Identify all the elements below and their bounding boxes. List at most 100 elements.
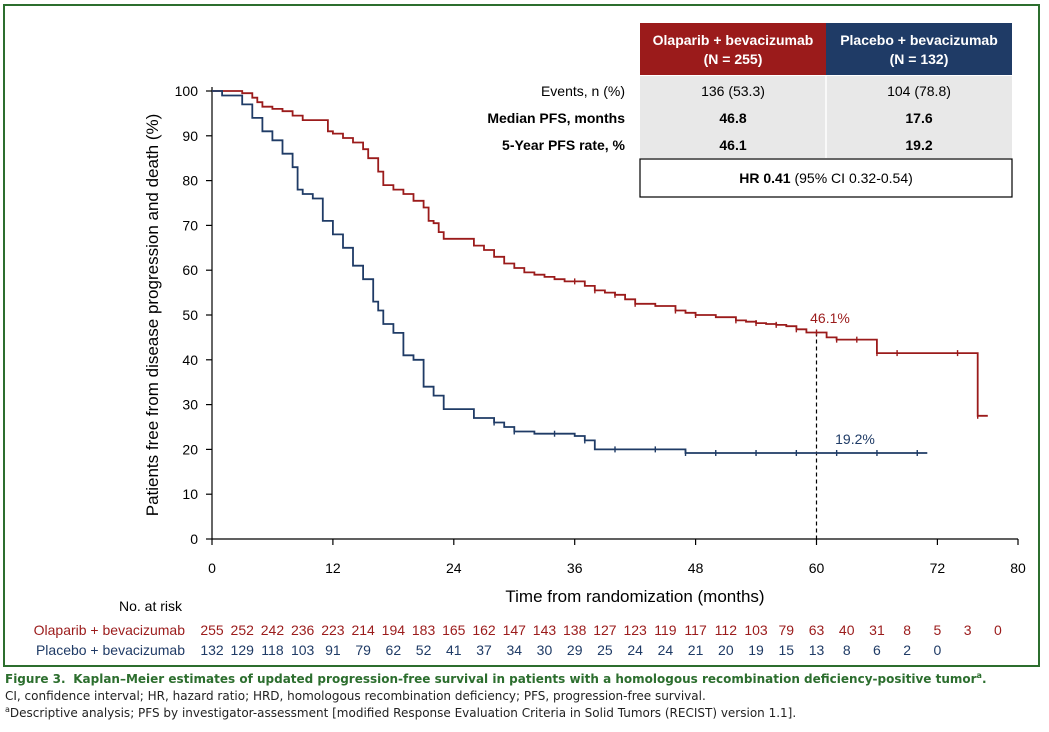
at-risk-count-olaparib: 143 — [533, 622, 557, 638]
table-cell-olaparib: 46.8 — [719, 110, 746, 126]
at-risk-count-olaparib: 103 — [744, 622, 768, 638]
at-risk-count-olaparib: 3 — [964, 622, 972, 638]
at-risk-count-olaparib: 214 — [351, 622, 375, 638]
at-risk-count-olaparib: 223 — [321, 622, 345, 638]
at-risk-count-olaparib: 242 — [261, 622, 285, 638]
at-risk-count-placebo: 37 — [476, 642, 492, 658]
olaparib-header-cell — [640, 23, 826, 75]
caption-footnote-text: Descriptive analysis; PFS by investigato… — [9, 706, 797, 720]
y-tick-label: 20 — [182, 441, 198, 457]
at-risk-count-placebo: 2 — [903, 642, 911, 658]
caption-title-sup: a — [976, 671, 982, 680]
at-risk-count-placebo: 15 — [778, 642, 794, 658]
y-tick-label: 80 — [182, 173, 198, 189]
x-tick-label: 60 — [809, 560, 825, 576]
caption-footnote-sup: a — [5, 705, 10, 714]
at-risk-count-olaparib: 138 — [563, 622, 587, 638]
at-risk-title: No. at risk — [119, 598, 183, 614]
at-risk-count-olaparib: 147 — [503, 622, 527, 638]
caption-figure-label: Figure 3. — [5, 672, 66, 686]
at-risk-count-olaparib: 5 — [934, 622, 942, 638]
figure-caption: Figure 3. Kaplan–Meier estimates of upda… — [5, 671, 1045, 722]
at-risk-count-olaparib: 252 — [231, 622, 255, 638]
at-risk-count-olaparib: 183 — [412, 622, 436, 638]
at-risk-count-placebo: 129 — [231, 642, 255, 658]
at-risk-count-olaparib: 63 — [809, 622, 825, 638]
at-risk-count-olaparib: 119 — [654, 622, 677, 638]
at-risk-count-placebo: 21 — [688, 642, 704, 658]
series-line-olaparib — [212, 90, 988, 417]
x-tick-label: 24 — [446, 560, 462, 576]
caption-footnote: aDescriptive analysis; PFS by investigat… — [5, 705, 1045, 722]
at-risk-label-olaparib: Olaparib + bevacizumab — [34, 622, 186, 638]
table-cell-placebo: 17.6 — [905, 110, 932, 126]
at-risk-count-placebo: 8 — [843, 642, 851, 658]
at-risk-count-placebo: 52 — [416, 642, 432, 658]
at-risk-count-olaparib: 236 — [291, 622, 315, 638]
at-risk-count-olaparib: 162 — [472, 622, 496, 638]
y-tick-label: 60 — [182, 262, 198, 278]
x-tick-label: 72 — [930, 560, 946, 576]
y-tick-label: 100 — [175, 83, 199, 99]
at-risk-count-placebo: 24 — [627, 642, 643, 658]
at-risk-count-olaparib: 79 — [778, 622, 794, 638]
at-risk-count-olaparib: 112 — [715, 622, 738, 638]
at-risk-count-olaparib: 255 — [200, 622, 224, 638]
table-row-label: Median PFS, months — [487, 110, 625, 126]
at-risk-count-olaparib: 117 — [684, 622, 707, 638]
at-risk-count-placebo: 13 — [809, 642, 825, 658]
hr-ci: (95% CI 0.32-0.54) — [791, 170, 913, 186]
table-row-label: 5-Year PFS rate, % — [502, 137, 626, 153]
x-tick-label: 0 — [208, 560, 216, 576]
hr-value: HR 0.41 — [739, 170, 791, 186]
at-risk-count-olaparib: 165 — [442, 622, 466, 638]
x-tick-label: 12 — [325, 560, 341, 576]
series-line-placebo — [212, 90, 928, 454]
placebo-60-label: 19.2% — [835, 431, 875, 447]
olaparib-60-label: 46.1% — [810, 310, 850, 326]
at-risk-count-placebo: 20 — [718, 642, 734, 658]
caption-abbreviations: CI, confidence interval; HR, hazard rati… — [5, 689, 706, 703]
table-row-label: Events, n (%) — [541, 83, 625, 99]
at-risk-label-placebo: Placebo + bevacizumab — [36, 642, 185, 658]
table-cell-placebo: 104 (78.8) — [887, 83, 951, 99]
table-cell-olaparib: 46.1 — [719, 137, 746, 153]
at-risk-count-olaparib: 194 — [382, 622, 406, 638]
at-risk-count-placebo: 6 — [873, 642, 881, 658]
y-tick-label: 30 — [182, 397, 198, 413]
at-risk-count-olaparib: 0 — [994, 622, 1002, 638]
at-risk-count-placebo: 19 — [748, 642, 764, 658]
table-header-line2: (N = 255) — [704, 51, 763, 67]
x-tick-label: 48 — [688, 560, 704, 576]
y-tick-label: 10 — [182, 486, 198, 502]
hr-text: HR 0.41 (95% CI 0.32-0.54) — [739, 170, 913, 186]
y-tick-label: 90 — [182, 128, 198, 144]
y-tick-label: 50 — [182, 307, 198, 323]
at-risk-count-olaparib: 31 — [869, 622, 885, 638]
at-risk-count-placebo: 29 — [567, 642, 583, 658]
at-risk-count-placebo: 132 — [200, 642, 224, 658]
caption-title: Figure 3. Kaplan–Meier estimates of upda… — [5, 671, 987, 687]
table-header-line2: (N = 132) — [890, 51, 949, 67]
at-risk-count-placebo: 79 — [355, 642, 371, 658]
at-risk-count-olaparib: 123 — [623, 622, 647, 638]
at-risk-count-placebo: 91 — [325, 642, 341, 658]
table-cell-placebo: 19.2 — [905, 137, 932, 153]
at-risk-count-placebo: 41 — [446, 642, 462, 658]
at-risk-count-placebo: 34 — [506, 642, 522, 658]
hr-box — [639, 158, 1013, 198]
at-risk-count-placebo: 30 — [537, 642, 553, 658]
y-tick-label: 70 — [182, 217, 198, 233]
table-header-line1: Olaparib + bevacizumab — [653, 32, 814, 48]
table-header-line1: Placebo + bevacizumab — [840, 32, 998, 48]
at-risk-count-placebo: 118 — [261, 642, 284, 658]
at-risk-count-placebo: 103 — [291, 642, 315, 658]
y-axis-title: Patients free from disease progression a… — [143, 114, 162, 517]
figure-frame — [3, 4, 1040, 667]
y-tick-label: 0 — [190, 531, 198, 547]
at-risk-count-olaparib: 8 — [903, 622, 911, 638]
y-tick-label: 40 — [182, 352, 198, 368]
x-axis-title: Time from randomization (months) — [505, 587, 764, 606]
table-cell-olaparib: 136 (53.3) — [701, 83, 765, 99]
